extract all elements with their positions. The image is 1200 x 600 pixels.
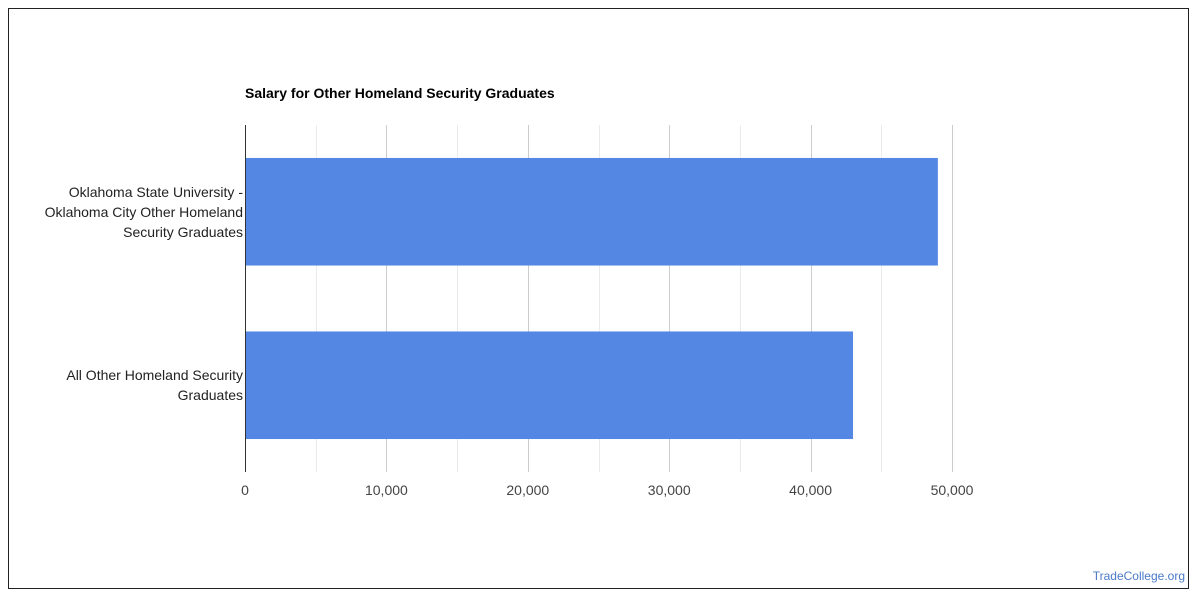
x-tick-label: 0 — [241, 482, 249, 498]
category-label: Oklahoma State University - Oklahoma City… — [45, 182, 243, 242]
category-label-line: Security Graduates — [123, 223, 243, 240]
category-label-line: Graduates — [177, 387, 243, 404]
category-label-line: All Other Homeland Security — [66, 367, 243, 384]
category-label-line: Oklahoma State University - — [68, 183, 243, 200]
category-label-line: Oklahoma City Other Homeland — [44, 203, 243, 220]
source-watermark[interactable]: TradeCollege.org — [1092, 569, 1185, 583]
x-tick-label: 40,000 — [789, 482, 832, 498]
x-tick-label: 10,000 — [365, 482, 408, 498]
x-tick-label: 20,000 — [506, 482, 549, 498]
category-label: All Other Homeland Security Graduates — [66, 365, 243, 405]
chart-title: Salary for Other Homeland Security Gradu… — [245, 85, 555, 101]
bar — [245, 157, 938, 266]
chart-frame — [8, 8, 1189, 589]
x-tick-label: 50,000 — [931, 482, 974, 498]
bar — [245, 331, 854, 440]
x-tick-label: 30,000 — [648, 482, 691, 498]
